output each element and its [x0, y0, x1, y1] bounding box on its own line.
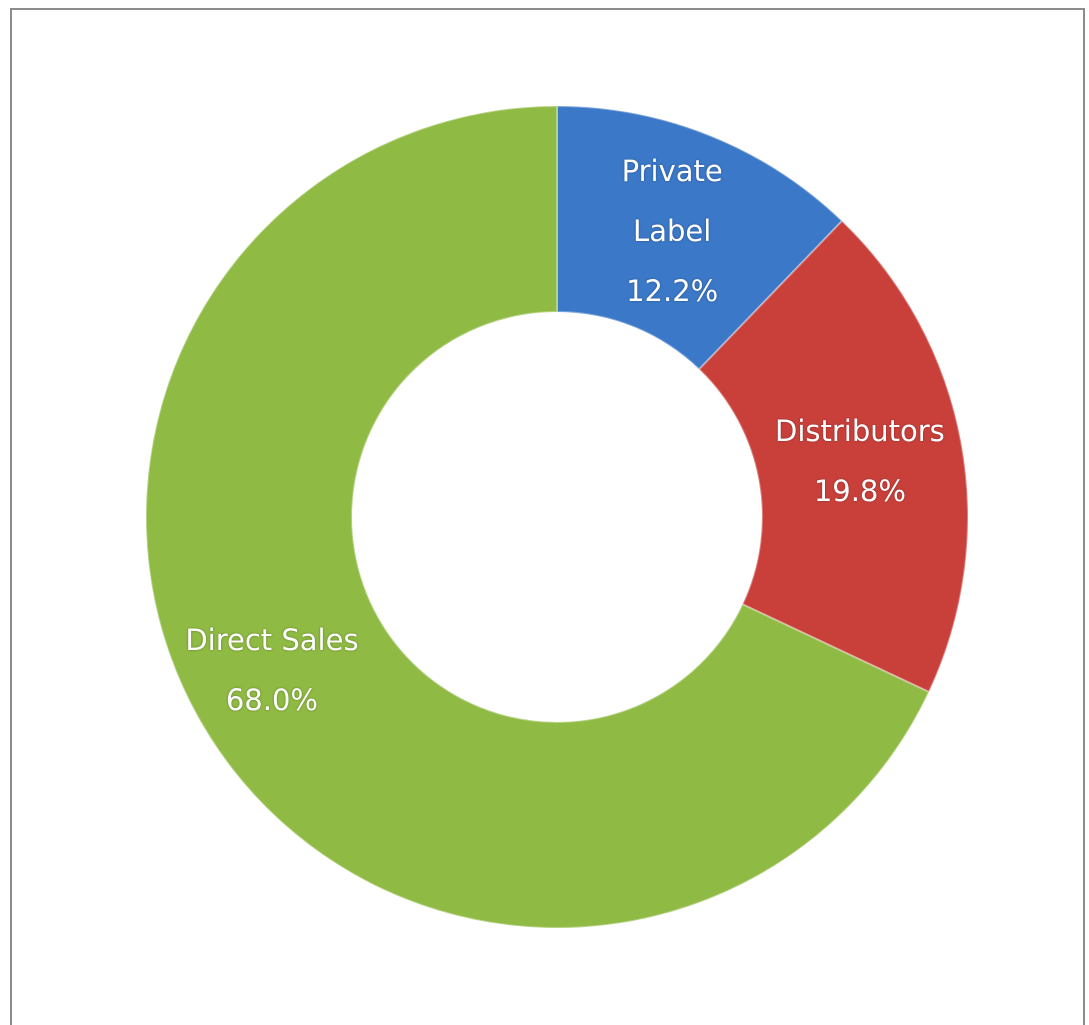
data-label: Direct Sales 68.0%: [185, 610, 358, 730]
value-label: 12.2%: [626, 274, 719, 309]
value-label: 68.0%: [225, 683, 318, 718]
value-label: 19.8%: [813, 474, 906, 509]
data-label: Distributors 19.8%: [775, 401, 945, 521]
category-label: Direct Sales: [185, 623, 359, 658]
data-label: Private Label 12.2%: [607, 141, 737, 321]
donut-segment: [145, 104, 931, 929]
category-label: Distributors: [775, 414, 945, 449]
category-label: Private Label: [621, 154, 723, 249]
donut-segment: [697, 219, 969, 694]
donut-segment: [556, 104, 844, 371]
